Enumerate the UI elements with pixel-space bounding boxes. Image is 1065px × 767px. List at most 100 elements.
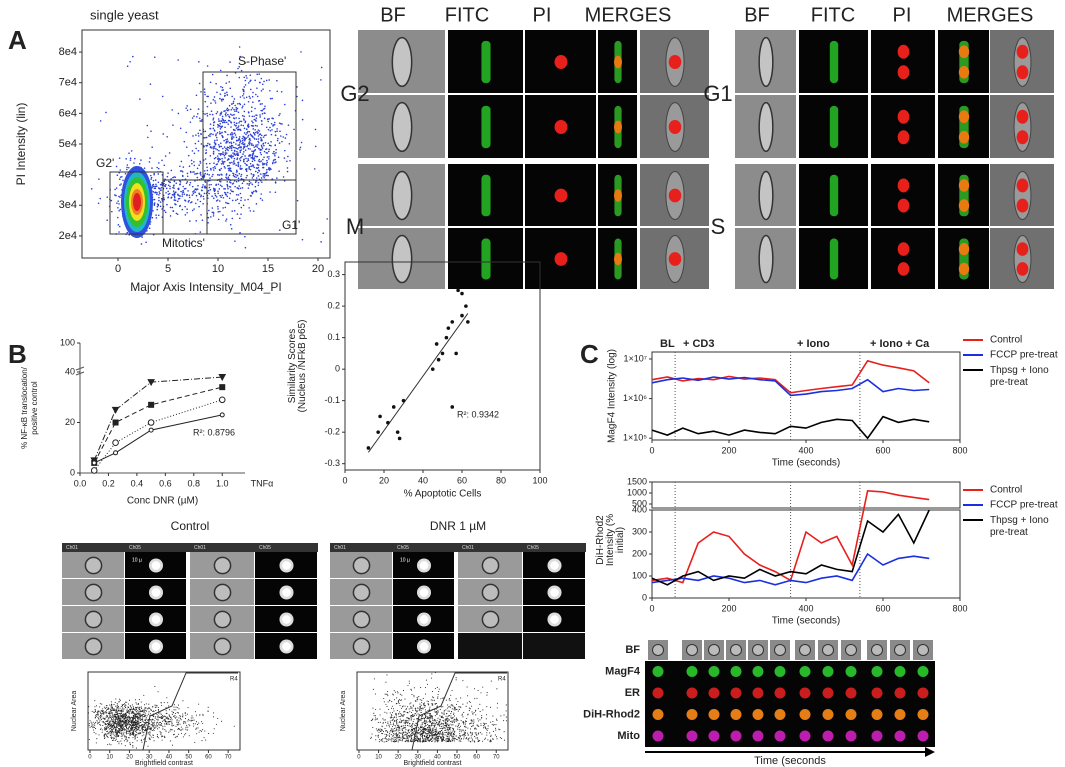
nucleus xyxy=(958,242,970,256)
event-dot xyxy=(236,187,238,189)
cell-signal xyxy=(652,709,664,720)
nucleus xyxy=(419,615,429,624)
event-dot xyxy=(424,686,427,689)
event-dot xyxy=(206,115,209,117)
event-dot xyxy=(123,736,126,738)
event-dot xyxy=(180,717,182,719)
event-dot xyxy=(164,718,166,720)
event-dot xyxy=(148,161,151,163)
event-dot xyxy=(267,120,269,123)
event-dot xyxy=(182,166,185,168)
event-dot xyxy=(127,727,129,729)
event-dot xyxy=(220,145,223,148)
event-dot xyxy=(117,200,119,202)
cell-outline xyxy=(758,36,774,88)
event-dot xyxy=(474,735,476,737)
event-dot xyxy=(118,157,121,159)
event-dot xyxy=(97,718,99,720)
event-dot xyxy=(377,736,379,738)
event-dot xyxy=(226,164,229,167)
strip-axis-label: Time (seconds xyxy=(754,755,826,767)
event-dot xyxy=(469,701,471,704)
cell-signal xyxy=(774,687,786,699)
event-dot xyxy=(122,710,124,712)
event-dot xyxy=(130,724,132,726)
event-dot xyxy=(195,714,197,716)
event-dot xyxy=(209,127,212,130)
event-dot xyxy=(225,176,227,179)
event-dot xyxy=(110,708,112,711)
event-dot xyxy=(379,721,381,723)
event-dot xyxy=(456,738,458,741)
event-dot xyxy=(249,162,252,165)
event-dot xyxy=(413,729,415,731)
event-dot xyxy=(165,187,168,190)
event-dot xyxy=(417,726,420,728)
event-dot xyxy=(436,724,438,726)
event-dot xyxy=(216,91,218,94)
event-dot xyxy=(442,719,444,721)
event-dot xyxy=(412,704,414,706)
cell-signal xyxy=(752,709,764,720)
event-dot xyxy=(142,716,144,718)
event-dot xyxy=(185,107,187,109)
gate xyxy=(202,71,297,181)
event-dot xyxy=(212,213,215,215)
event-dot xyxy=(415,736,417,738)
event-dot xyxy=(153,198,156,201)
event-dot xyxy=(486,692,488,694)
event-dot xyxy=(99,120,102,122)
event-dot xyxy=(124,738,127,740)
event-dot xyxy=(418,732,421,734)
event-dot xyxy=(384,733,386,735)
event-dot xyxy=(396,721,398,723)
event-dot xyxy=(147,733,149,735)
event-dot xyxy=(113,721,115,724)
event-dot xyxy=(248,142,250,145)
event-dot xyxy=(394,733,396,735)
event-dot xyxy=(170,720,172,722)
nucleus xyxy=(151,561,161,570)
event-dot xyxy=(198,703,200,705)
event-dot xyxy=(428,732,430,734)
event-dot xyxy=(284,103,286,106)
event-dot xyxy=(193,208,195,210)
event-dot xyxy=(252,91,254,94)
event-dot xyxy=(411,729,413,731)
event-dot xyxy=(471,719,473,721)
event-dot xyxy=(412,709,414,711)
event-dot xyxy=(145,714,147,716)
event-dot xyxy=(410,702,412,704)
x-tick-label: 10 xyxy=(212,263,224,275)
event-dot xyxy=(452,729,454,731)
event-dot xyxy=(392,735,394,737)
event-dot xyxy=(446,718,448,720)
event-dot xyxy=(138,726,140,728)
event-dot xyxy=(428,733,430,735)
event-dot xyxy=(236,153,239,156)
event-dot xyxy=(271,97,273,100)
event-dot xyxy=(124,720,126,722)
x-tick-label: 80 xyxy=(496,475,506,485)
event-dot xyxy=(238,172,241,175)
event-dot xyxy=(118,743,120,745)
event-dot xyxy=(179,195,181,197)
event-dot xyxy=(398,735,400,737)
event-dot xyxy=(114,709,116,711)
event-dot xyxy=(257,131,259,134)
event-dot xyxy=(388,708,390,710)
event-dot xyxy=(234,154,237,156)
event-dot xyxy=(259,103,262,105)
cell-outline xyxy=(391,101,413,153)
event-dot xyxy=(274,144,277,147)
event-dot xyxy=(254,107,256,110)
event-dot xyxy=(240,156,242,159)
event-dot xyxy=(254,79,256,82)
event-dot xyxy=(126,724,128,726)
event-dot xyxy=(128,715,130,717)
strip-row-label: BF xyxy=(625,644,640,656)
cell-signal xyxy=(730,687,742,699)
x-axis-label: Time (seconds) xyxy=(772,458,841,469)
event-dot xyxy=(202,713,204,715)
